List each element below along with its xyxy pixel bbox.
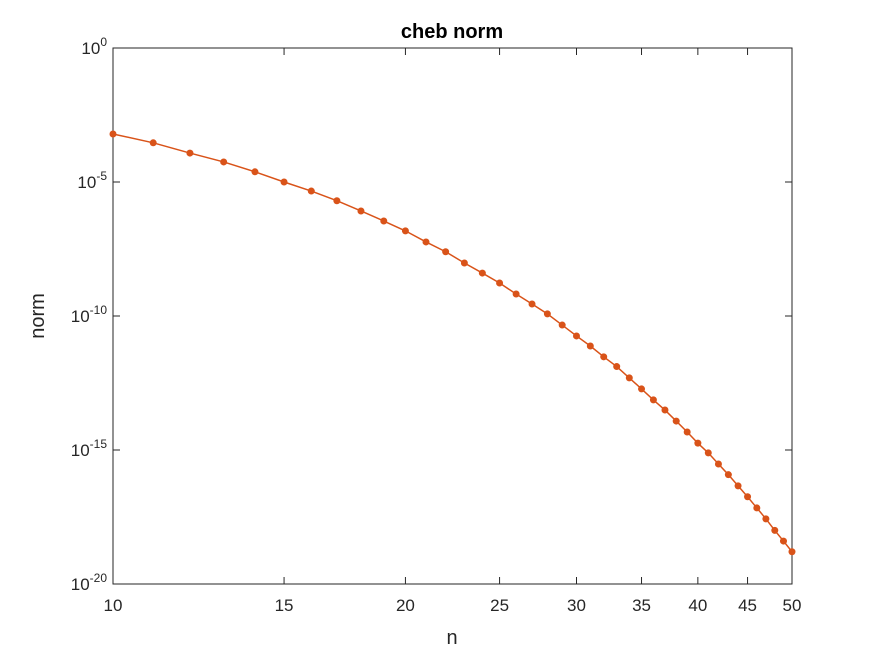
point (694, 439, 702, 447)
point (543, 310, 551, 318)
point (149, 139, 157, 147)
y-tick-base: 10 (71, 441, 90, 460)
y-tick-base: 10 (71, 575, 90, 594)
chart-title: cheb norm (401, 21, 503, 43)
y-axis-label: norm (27, 293, 49, 339)
y-tick-exponent: 0 (100, 35, 107, 49)
point (380, 217, 388, 225)
y-tick-label: 10-20 (71, 571, 108, 594)
point (788, 548, 796, 556)
point (724, 471, 732, 479)
y-tick-exponent: -5 (96, 169, 107, 183)
point (661, 406, 669, 414)
point (771, 526, 779, 534)
point (744, 493, 752, 501)
y-tick-label: 10-10 (71, 303, 108, 326)
x-tick-label: 45 (738, 596, 757, 615)
point (586, 342, 594, 350)
point (625, 374, 633, 382)
x-tick-label: 30 (567, 596, 586, 615)
point (704, 449, 712, 457)
point (753, 504, 761, 512)
point (307, 187, 315, 195)
point (572, 332, 580, 340)
point (512, 290, 520, 298)
point (558, 321, 566, 329)
point (638, 385, 646, 393)
y-tick-label: 10-15 (71, 437, 108, 460)
point (672, 417, 680, 425)
point (280, 178, 288, 186)
point (186, 149, 194, 157)
y-tick-exponent: -10 (90, 303, 108, 317)
y-tick-exponent: -20 (90, 571, 108, 585)
point (401, 227, 409, 235)
point (251, 168, 259, 176)
x-tick-label: 25 (490, 596, 509, 615)
x-axis-label: n (446, 627, 457, 649)
point (220, 158, 228, 166)
point (460, 259, 468, 267)
y-tick-label: 100 (81, 35, 107, 58)
y-tick-base: 10 (71, 307, 90, 326)
point (496, 279, 504, 287)
point (109, 130, 117, 138)
point (683, 428, 691, 436)
x-tick-label: 10 (104, 596, 123, 615)
y-tick-base: 10 (81, 39, 100, 58)
point (600, 353, 608, 361)
x-tick-label: 50 (783, 596, 802, 615)
point (442, 248, 450, 256)
point (478, 269, 486, 277)
x-tick-label: 20 (396, 596, 415, 615)
point (779, 537, 787, 545)
y-tick-exponent: -15 (90, 437, 108, 451)
x-tick-label: 35 (632, 596, 651, 615)
x-tick-label: 40 (688, 596, 707, 615)
y-tick-label: 10-5 (77, 169, 107, 192)
point (734, 482, 742, 490)
point (357, 207, 365, 215)
point (422, 238, 430, 246)
point (613, 363, 621, 371)
y-tick-base: 10 (77, 173, 96, 192)
point (528, 300, 536, 308)
plot-box (112, 47, 793, 585)
point (649, 396, 657, 404)
x-tick-label: 15 (275, 596, 294, 615)
point (714, 460, 722, 468)
point (333, 197, 341, 205)
point (762, 515, 770, 523)
